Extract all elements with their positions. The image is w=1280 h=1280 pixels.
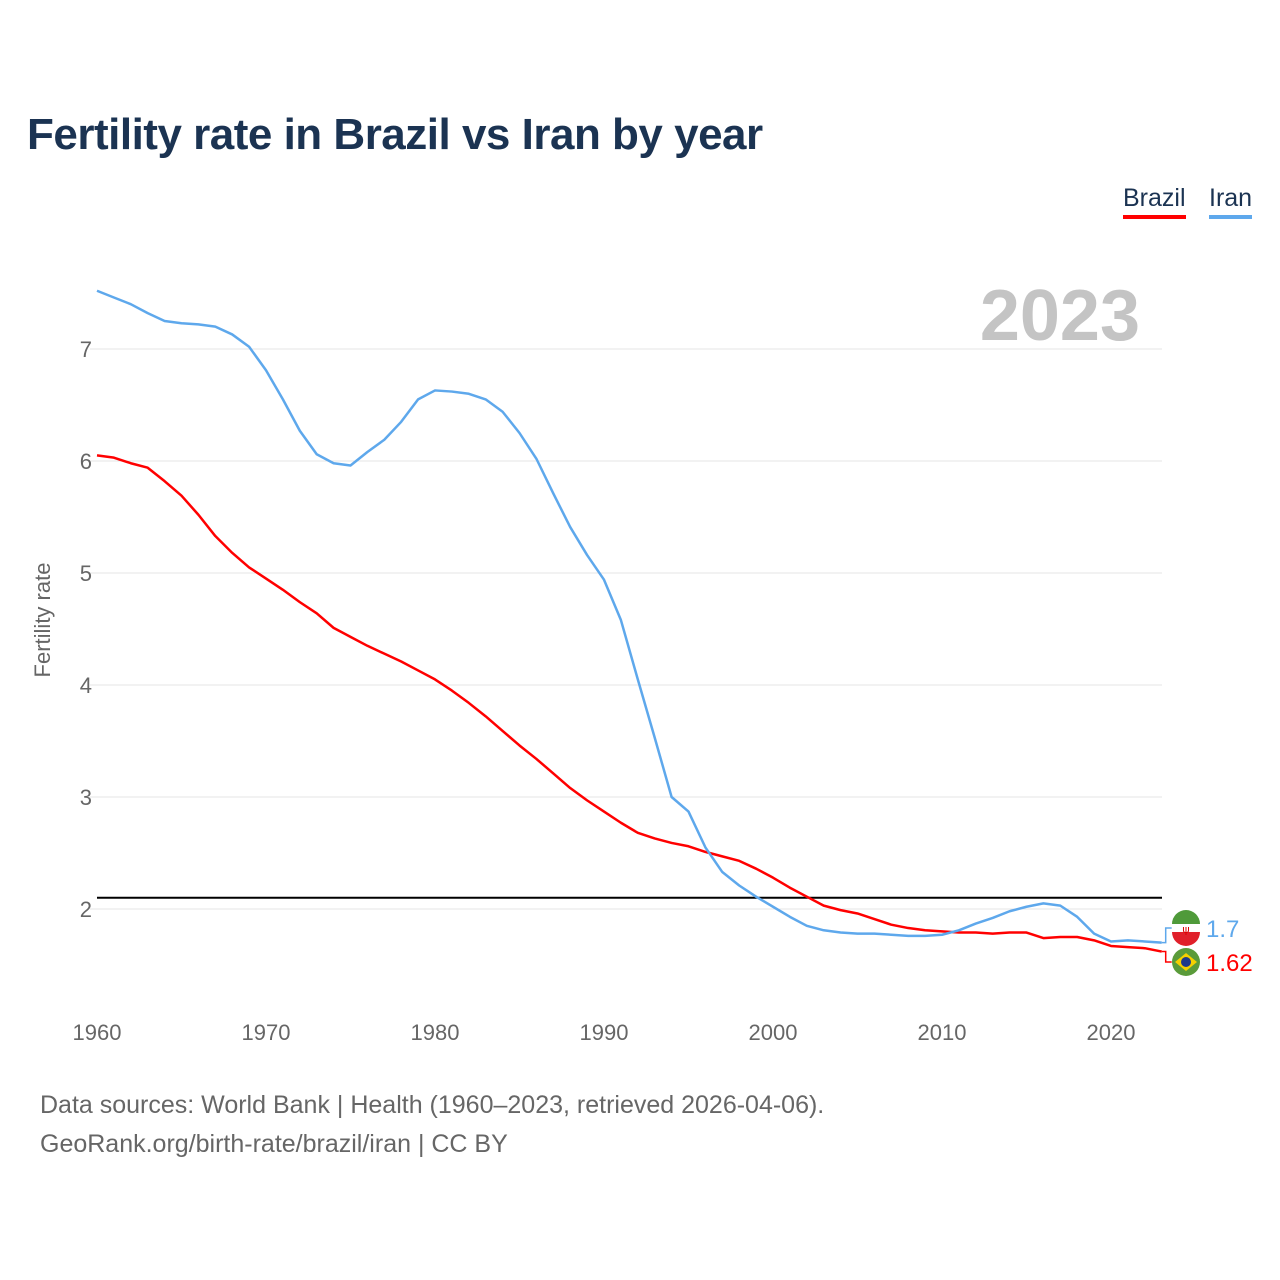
end-value-label: 1.62: [1206, 950, 1253, 977]
flag-emblem: ψ: [1182, 923, 1189, 936]
x-tick-label: 1960: [73, 1020, 122, 1045]
y-axis-label: Fertility rate: [30, 563, 55, 678]
y-tick-label: 5: [80, 561, 92, 586]
x-tick-label: 1970: [242, 1020, 291, 1045]
year-watermark: 2023: [980, 276, 1140, 356]
x-tick-label: 2000: [749, 1020, 798, 1045]
y-tick-label: 3: [80, 785, 92, 810]
iran-flag-icon: ψ: [1172, 910, 1200, 946]
legend-swatch: [1123, 215, 1186, 219]
series-line-iran: [96, 289, 1162, 944]
chart-title: Fertility rate in Brazil vs Iran by year: [27, 110, 763, 159]
flag-globe: [1181, 957, 1191, 967]
x-tick-label: 1990: [580, 1020, 629, 1045]
legend-label: Brazil: [1123, 184, 1186, 212]
series-line-brazil: [96, 454, 1162, 953]
y-tick-label: 2: [80, 897, 92, 922]
leader-line: [1161, 927, 1172, 944]
x-tick-label: 1980: [411, 1020, 460, 1045]
flag-green: [1172, 910, 1200, 924]
x-tick-label: 2020: [1087, 1020, 1136, 1045]
y-tick-label: 4: [80, 673, 92, 698]
legend-label: Iran: [1209, 184, 1253, 212]
end-value-label: 1.7: [1206, 916, 1239, 943]
leader-line: [1161, 950, 1172, 963]
legend-item-brazil[interactable]: Brazil: [1123, 184, 1186, 219]
brazil-flag-icon: [1172, 948, 1200, 976]
flag-red: [1172, 932, 1200, 946]
footer: Data sources: World Bank | Health (1960–…: [40, 1086, 824, 1164]
attribution-link[interactable]: GeoRank.org/birth-rate/brazil/iran | CC …: [40, 1130, 508, 1158]
y-tick-label: 6: [80, 449, 92, 474]
y-tick-label: 7: [80, 337, 92, 362]
data-source-text: Data sources: World Bank | Health (1960–…: [40, 1091, 825, 1119]
legend-swatch: [1209, 215, 1253, 219]
legend-item-iran[interactable]: Iran: [1209, 184, 1253, 219]
x-tick-label: 2010: [918, 1020, 967, 1045]
